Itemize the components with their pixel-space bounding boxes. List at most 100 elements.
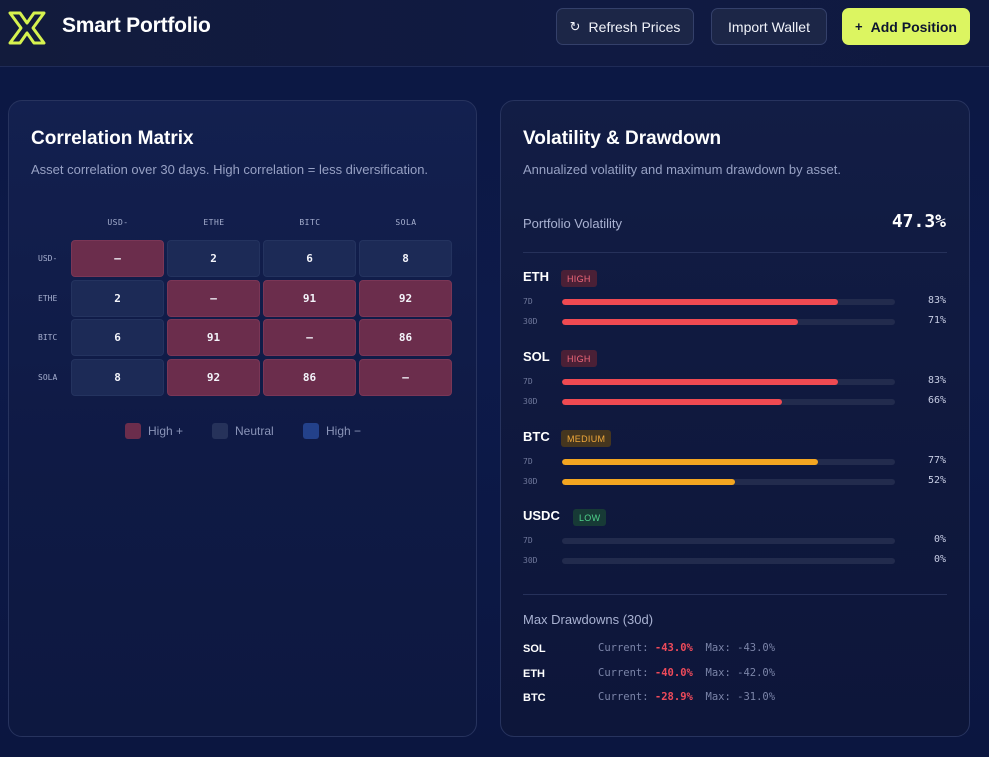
drawdown-values: Current: -40.0% Max: -42.0% [598,667,775,679]
volatility-bar-fill [562,399,782,405]
matrix-cell[interactable]: 92 [167,359,260,396]
logo-icon [8,11,46,45]
volatility-bar-fill [562,319,799,325]
matrix-column-header: USD- [107,218,129,227]
current-drawdown: -40.0% [654,667,693,679]
portfolio-volatility-label: Portfolio Volatility [523,216,622,231]
max-label: Max: [705,667,731,679]
volatility-bar-fill [562,479,736,485]
refresh-icon: ↻ [569,18,581,34]
max-drawdown: -31.0% [737,691,776,703]
correlation-subtitle: Asset correlation over 30 days. High cor… [31,162,429,177]
period-label: 30D [523,397,538,406]
matrix-cell[interactable]: 6 [71,319,164,356]
matrix-row-header: BITC [38,333,58,342]
max-label: Max: [705,691,731,703]
asset-name: ETH [523,269,549,284]
drawdown-title: Max Drawdowns (30d) [523,612,654,627]
matrix-row-header: SOLA [38,373,58,382]
current-drawdown: -43.0% [654,642,693,654]
volatility-bar-fill [562,459,819,465]
volatility-title: Volatility & Drawdown [523,128,722,149]
matrix-cell[interactable]: – [263,319,356,356]
plus-icon: + [855,19,863,34]
risk-badge: MEDIUM [561,430,612,447]
matrix-column-header: ETHE [203,218,225,227]
period-label: 7D [523,297,533,306]
volatility-bar-track [562,319,895,325]
divider [523,594,947,595]
volatility-bar-track [562,299,895,305]
import-wallet-label: Import Wallet [728,18,810,35]
risk-badge: LOW [573,509,607,526]
period-label: 30D [523,317,538,326]
drawdown-asset: ETH [523,668,545,680]
risk-badge: HIGH [561,350,597,367]
asset-name: BTC [523,429,550,444]
current-drawdown: -28.9% [654,691,693,703]
volatility-bar-track [562,399,895,405]
max-label: Max: [705,642,731,654]
matrix-row-header: ETHE [38,294,58,303]
legend-label: High + [148,424,184,438]
legend-item: High + [125,423,183,439]
app-title: Smart Portfolio [62,14,211,37]
volatility-bar-track [562,479,895,485]
asset-name: USDC [523,508,560,523]
period-label: 30D [523,556,538,565]
volatility-bar-track [562,459,895,465]
matrix-cell[interactable]: 2 [167,240,260,277]
matrix-column-header: SOLA [395,218,417,227]
legend-item: Neutral [212,423,274,439]
period-label: 7D [523,457,533,466]
matrix-cell[interactable]: – [359,359,452,396]
matrix-cell[interactable]: 92 [359,280,452,317]
legend-swatch [212,423,228,439]
volatility-bar-fill [562,299,839,305]
volatility-percent: 66% [927,395,946,406]
drawdown-values: Current: -28.9% Max: -31.0% [598,691,775,703]
volatility-percent: 0% [933,554,946,565]
matrix-cell[interactable]: 6 [263,240,356,277]
volatility-bar-track [562,558,895,564]
asset-name: SOL [523,349,550,364]
max-drawdown: -43.0% [737,642,776,654]
volatility-bar-track [562,379,895,385]
current-label: Current: [598,642,649,654]
matrix-cell[interactable]: 8 [359,240,452,277]
legend-swatch [125,423,141,439]
add-position-label: Add Position [870,18,957,35]
add-position-button[interactable]: + Add Position [842,8,970,45]
legend-item: High − [303,423,361,439]
matrix-cell[interactable]: 86 [263,359,356,396]
period-label: 7D [523,536,533,545]
divider [523,252,947,253]
matrix-cell[interactable]: 2 [71,280,164,317]
matrix-cell[interactable]: 91 [167,319,260,356]
legend-swatch [303,423,319,439]
period-label: 7D [523,377,533,386]
volatility-percent: 83% [927,295,946,306]
legend-label: High − [326,424,362,438]
volatility-bar-fill [562,379,839,385]
drawdown-asset: SOL [523,643,546,655]
volatility-percent: 52% [927,475,946,486]
volatility-percent: 77% [927,455,946,466]
matrix-column-header: BITC [299,218,321,227]
current-label: Current: [598,667,649,679]
volatility-subtitle: Annualized volatility and maximum drawdo… [523,162,841,177]
import-wallet-button[interactable]: Import Wallet [711,8,827,45]
matrix-cell[interactable]: – [167,280,260,317]
correlation-title: Correlation Matrix [31,128,194,149]
matrix-cell[interactable]: 86 [359,319,452,356]
period-label: 30D [523,477,538,486]
matrix-cell[interactable]: 91 [263,280,356,317]
correlation-matrix-panel: Correlation Matrix Asset correlation ove… [8,100,477,737]
volatility-percent: 0% [933,534,946,545]
matrix-cell[interactable]: – [71,240,164,277]
volatility-percent: 71% [927,315,946,326]
volatility-bar-track [562,538,895,544]
volatility-panel: Volatility & Drawdown Annualized volatil… [500,100,970,737]
matrix-cell[interactable]: 8 [71,359,164,396]
refresh-prices-button[interactable]: ↻ Refresh Prices [556,8,694,45]
